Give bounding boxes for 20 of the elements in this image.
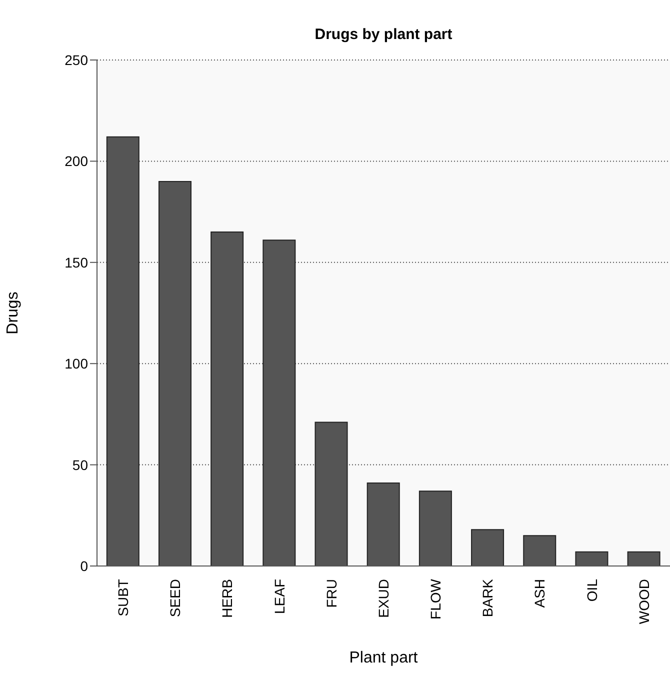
x-tick-label: WOOD [636,579,652,624]
x-tick-label: BARK [480,578,496,618]
chart-title: Drugs by plant part [314,26,454,43]
x-tick-label: OIL [584,578,600,602]
x-tick-label: FLOW [428,578,444,620]
y-tick-label: 0 [80,558,88,574]
x-tick-label: LEAF [271,579,288,614]
y-tick-label: 50 [72,456,88,473]
x-tick-label: HERB [219,579,236,618]
x-tick-label: EXUD [375,579,392,618]
y-tick-label: 200 [64,153,88,170]
y-tick-label: 250 [64,52,88,68]
y-axis-title: Drugs [4,292,22,334]
x-tick-label: FRU [323,579,340,608]
x-tick-label: SEED [167,579,184,618]
y-tick-label: 100 [64,356,88,372]
x-tick-label: SUBT [114,578,131,616]
x-tick-label: ASH [532,579,548,608]
y-tick-label: 150 [64,254,88,270]
x-axis-title: Plant part [349,649,418,666]
